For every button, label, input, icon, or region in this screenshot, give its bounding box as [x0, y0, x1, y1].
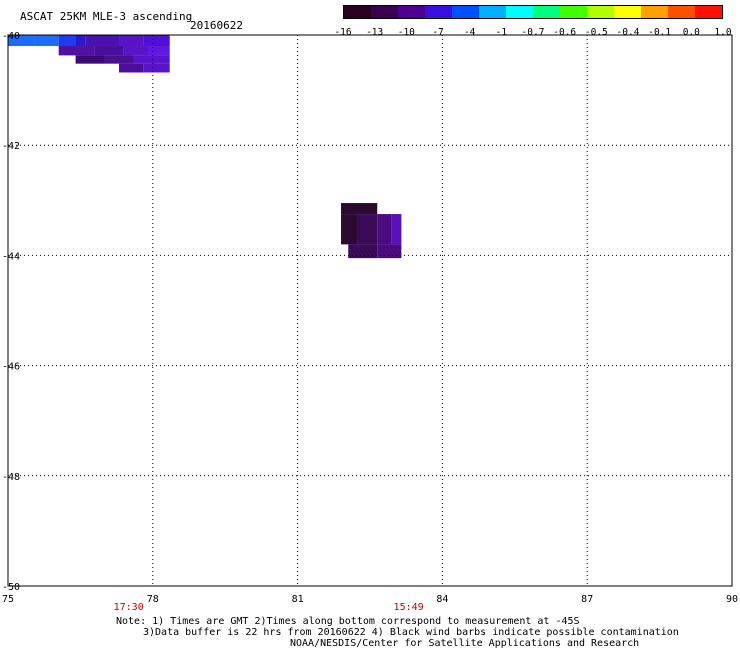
colorbar-strip — [343, 5, 723, 19]
swath-cell — [58, 35, 76, 47]
colorbar — [343, 5, 723, 19]
note-line-2: 3)Data buffer is 22 hrs from 20160622 4)… — [143, 627, 679, 638]
lon-tick-label: 81 — [292, 594, 304, 605]
colorbar-swatch — [371, 6, 398, 18]
lon-tick-label: 84 — [436, 594, 448, 605]
swath-cell — [75, 35, 86, 47]
colorbar-swatch — [533, 6, 560, 18]
swath-cell — [119, 63, 144, 73]
swath-cell — [58, 46, 95, 56]
lat-tick-label: -50 — [2, 582, 20, 593]
colorbar-swatch — [425, 6, 452, 18]
colorbar-swatch — [614, 6, 641, 18]
colorbar-tick-label: -0.1 — [648, 27, 672, 38]
swath-cell — [85, 35, 120, 47]
swath-cell — [377, 214, 392, 245]
lat-tick-label: -44 — [2, 251, 20, 262]
time-label: 15:49 — [394, 602, 424, 613]
colorbar-tick-label: -0.5 — [584, 27, 608, 38]
colorbar-swatch — [668, 6, 695, 18]
time-label: 17:30 — [114, 602, 144, 613]
lon-tick-label: 75 — [2, 594, 14, 605]
colorbar-swatch — [587, 6, 614, 18]
swath-cell — [357, 214, 378, 245]
swath-cell — [147, 46, 170, 56]
map-frame — [7, 34, 733, 587]
swath-cell — [143, 35, 170, 47]
colorbar-tick-label: -0.6 — [553, 27, 577, 38]
colorbar-swatch — [695, 6, 722, 18]
swath-cell — [348, 244, 378, 259]
swath-cell — [133, 55, 170, 64]
swath-cell — [119, 35, 144, 47]
swath-cell — [75, 55, 105, 64]
colorbar-tick-label: -0.4 — [616, 27, 640, 38]
product-title: ASCAT 25KM MLE-3 ascending — [20, 10, 193, 23]
colorbar-swatch — [344, 6, 371, 18]
lon-tick-label: 78 — [147, 594, 159, 605]
swath-cell — [377, 244, 402, 259]
lon-tick-label: 90 — [726, 594, 738, 605]
note-line-3: NOAA/NESDIS/Center for Satellite Applica… — [290, 638, 640, 649]
lat-tick-label: -48 — [2, 472, 20, 483]
colorbar-tick-label: -0.7 — [521, 27, 545, 38]
colorbar-swatch — [506, 6, 533, 18]
swath-cell — [8, 35, 35, 47]
swath-cell — [34, 35, 59, 47]
lat-tick-label: -42 — [2, 141, 20, 152]
product-date: 20160622 — [190, 19, 243, 32]
colorbar-tick-label: -13 — [366, 27, 384, 38]
lon-tick-label: 87 — [581, 594, 593, 605]
swath-cell — [104, 55, 134, 64]
swath-cell — [391, 214, 402, 245]
colorbar-tick-label: -4 — [463, 27, 476, 38]
colorbar-swatch — [398, 6, 425, 18]
colorbar-swatch — [641, 6, 668, 18]
colorbar-tick-label: -10 — [397, 27, 415, 38]
colorbar-swatch — [452, 6, 479, 18]
colorbar-swatch — [479, 6, 506, 18]
colorbar-tick-label: 0.0 — [682, 27, 700, 38]
swath-cell — [123, 46, 148, 56]
swath-cell — [94, 46, 124, 56]
colorbar-tick-label: -7 — [432, 27, 444, 38]
swath-cell — [341, 214, 358, 245]
colorbar-tick-label: 1.0 — [714, 27, 732, 38]
lat-tick-label: -40 — [2, 31, 20, 42]
swath-cell — [341, 203, 378, 215]
colorbar-tick-label: -1 — [495, 27, 508, 38]
note-line-1: Note: 1) Times are GMT 2)Times along bot… — [116, 616, 580, 627]
lat-tick-label: -46 — [2, 362, 20, 373]
colorbar-tick-label: -16 — [334, 27, 352, 38]
swath-cell — [143, 63, 170, 73]
colorbar-swatch — [560, 6, 587, 18]
